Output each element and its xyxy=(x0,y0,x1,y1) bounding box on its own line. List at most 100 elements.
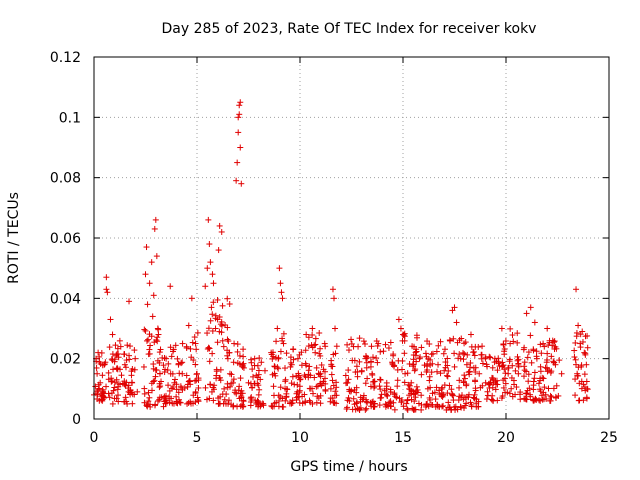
data-point xyxy=(250,373,257,380)
data-point xyxy=(240,353,247,360)
data-point xyxy=(471,352,478,359)
data-point xyxy=(548,353,555,360)
data-point xyxy=(150,292,157,299)
data-point xyxy=(533,355,540,362)
data-point xyxy=(500,341,507,348)
data-point xyxy=(284,386,291,393)
data-point xyxy=(206,345,213,352)
data-point xyxy=(270,353,277,360)
data-point xyxy=(188,295,195,302)
data-point xyxy=(287,354,294,361)
data-point xyxy=(350,395,357,402)
data-point xyxy=(210,299,217,306)
data-point xyxy=(226,349,233,356)
data-point xyxy=(249,366,256,373)
data-point xyxy=(318,362,325,369)
data-point xyxy=(224,324,231,331)
data-point xyxy=(573,361,580,368)
data-point xyxy=(437,338,444,345)
data-point xyxy=(541,384,548,391)
data-point xyxy=(141,385,148,392)
data-point xyxy=(211,386,218,393)
data-point xyxy=(277,280,284,287)
data-point xyxy=(122,394,129,401)
data-point xyxy=(377,395,384,402)
data-point xyxy=(167,283,174,290)
data-point xyxy=(524,387,531,394)
data-point xyxy=(268,349,275,356)
data-point xyxy=(527,304,534,311)
data-point xyxy=(444,373,451,380)
data-point xyxy=(462,375,469,382)
data-point xyxy=(575,322,582,329)
data-point xyxy=(327,398,334,405)
data-point xyxy=(309,325,316,332)
data-point xyxy=(552,361,559,368)
data-point xyxy=(370,403,377,410)
data-point xyxy=(127,343,134,350)
data-point xyxy=(387,386,394,393)
data-point xyxy=(293,396,300,403)
data-point xyxy=(108,356,115,363)
data-point xyxy=(472,368,479,375)
data-point xyxy=(460,356,467,363)
data-point xyxy=(333,343,340,350)
data-point xyxy=(255,391,262,398)
data-point xyxy=(275,365,282,372)
data-point xyxy=(115,354,122,361)
data-point xyxy=(390,352,397,359)
data-point xyxy=(537,397,544,404)
data-point xyxy=(527,391,534,398)
data-point xyxy=(176,399,183,406)
data-point xyxy=(439,384,446,391)
data-point xyxy=(312,335,319,342)
data-point xyxy=(221,385,228,392)
data-point xyxy=(279,335,286,342)
data-point xyxy=(435,361,442,368)
data-point xyxy=(412,352,419,359)
data-point xyxy=(363,364,370,371)
data-point xyxy=(571,347,578,354)
data-point xyxy=(531,319,538,326)
data-point xyxy=(128,372,135,379)
data-point xyxy=(527,332,534,339)
data-point xyxy=(175,389,182,396)
data-point xyxy=(271,370,278,377)
data-point xyxy=(499,363,506,370)
data-point xyxy=(233,177,240,184)
data-point xyxy=(177,399,184,406)
data-point xyxy=(384,392,391,399)
data-point xyxy=(584,344,591,351)
data-point xyxy=(151,225,158,232)
data-point xyxy=(274,325,281,332)
data-point xyxy=(207,259,214,266)
data-point xyxy=(93,364,100,371)
data-point xyxy=(440,350,447,357)
data-point xyxy=(321,368,328,375)
data-point xyxy=(548,368,555,375)
data-point xyxy=(457,355,464,362)
data-point xyxy=(464,351,471,358)
data-point xyxy=(332,350,339,357)
data-point xyxy=(391,406,398,413)
data-point xyxy=(408,396,415,403)
data-point xyxy=(105,369,112,376)
data-point xyxy=(550,358,557,365)
data-point xyxy=(472,378,479,385)
data-point xyxy=(257,376,264,383)
data-point xyxy=(305,374,312,381)
data-point xyxy=(377,348,384,355)
data-point xyxy=(558,370,565,377)
data-point xyxy=(168,353,175,360)
data-point xyxy=(333,392,340,399)
data-point xyxy=(508,374,515,381)
data-point xyxy=(311,374,318,381)
data-point xyxy=(141,390,148,397)
data-point xyxy=(206,358,213,365)
data-point xyxy=(280,330,287,337)
data-point xyxy=(276,265,283,272)
data-point xyxy=(363,405,370,412)
data-point xyxy=(461,350,468,357)
data-point xyxy=(317,392,324,399)
data-point xyxy=(352,406,359,413)
